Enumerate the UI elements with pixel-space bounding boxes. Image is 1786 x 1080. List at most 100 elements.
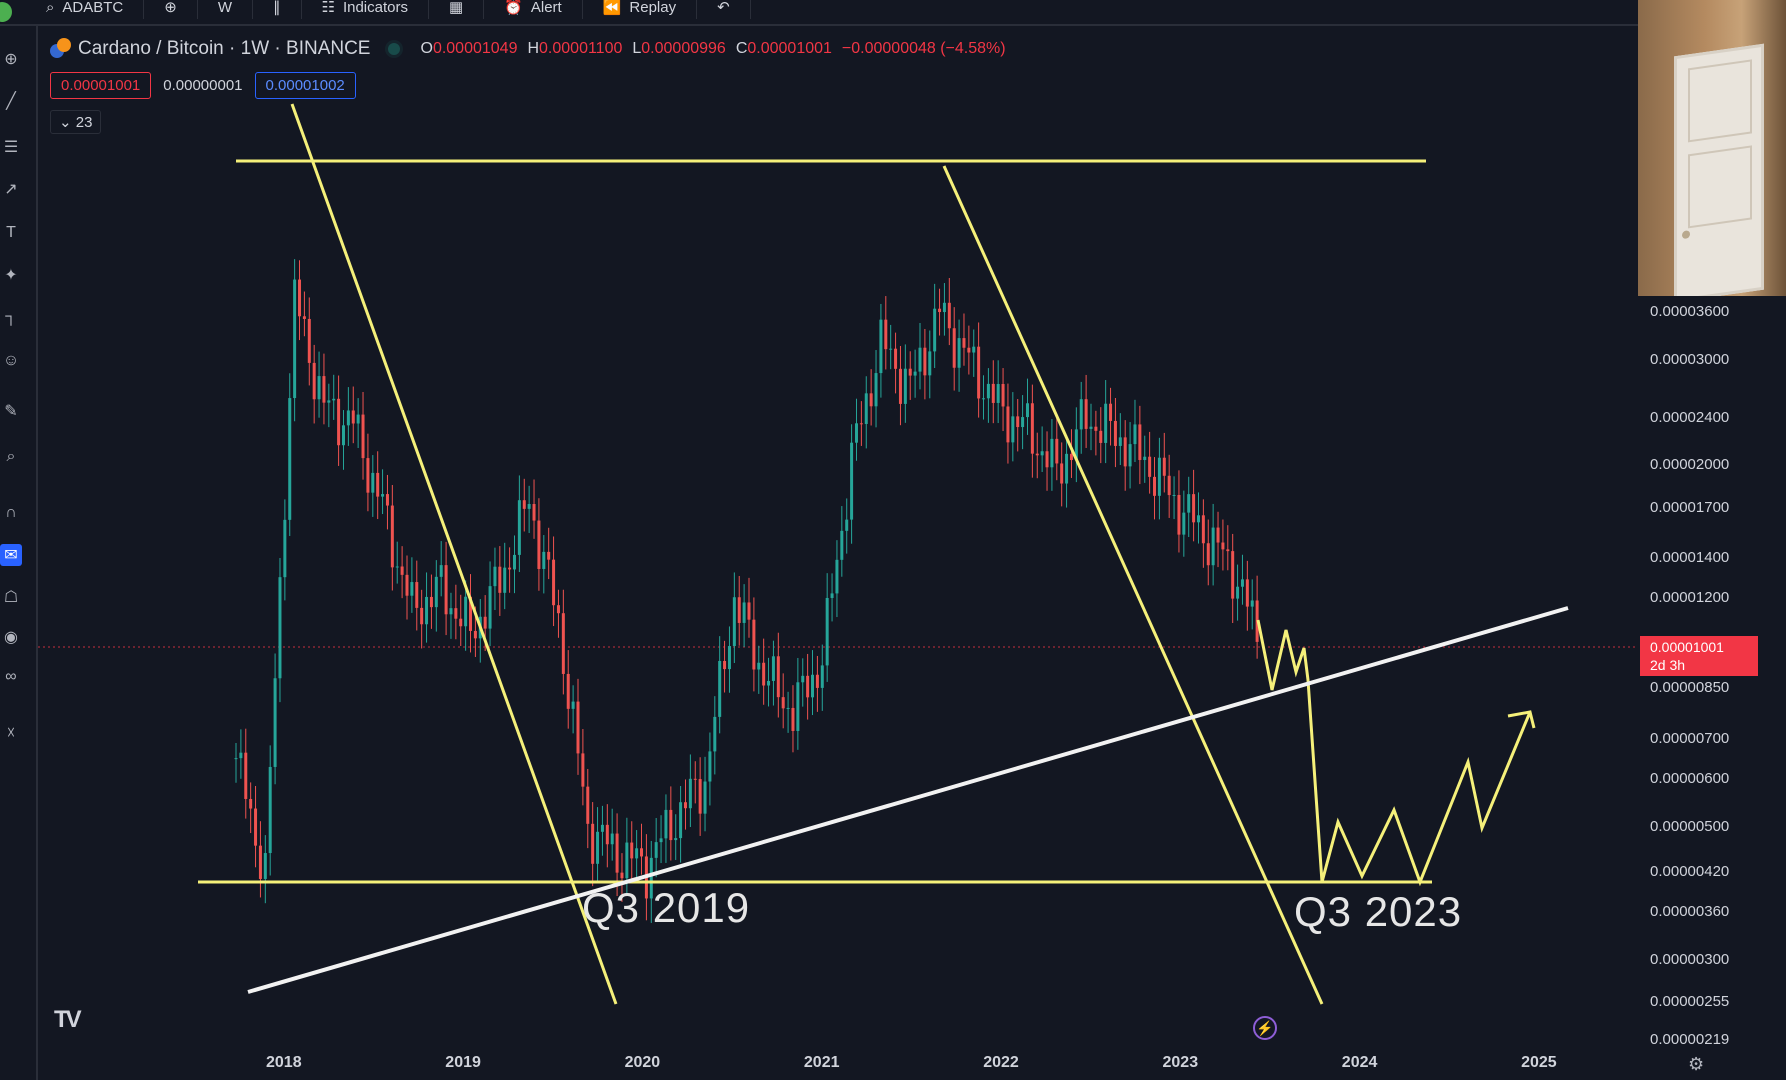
candle-body [1040, 451, 1044, 456]
search-icon: ⌕ [46, 0, 55, 16]
measure-icon[interactable]: ┐ [5, 308, 17, 325]
candle-body [1099, 430, 1103, 443]
candle-body [1236, 586, 1240, 599]
chart-title[interactable]: Cardano / Bitcoin · 1W · BINANCE [78, 38, 371, 59]
bolt-icon[interactable]: ⚡ [1253, 1016, 1277, 1040]
indicators-collapse-button[interactable]: ⌄ 23 [50, 110, 102, 134]
layouts-button[interactable]: ▦ [429, 0, 485, 19]
symbol-search-button[interactable]: ⌕ ADABTC [26, 0, 145, 19]
candle-body [288, 398, 292, 520]
candle-body [767, 680, 771, 686]
sell-button[interactable]: 0.00001001 [50, 72, 152, 99]
price-axis-label: 0.00000360 [1650, 903, 1730, 921]
candle-body [1104, 403, 1108, 443]
candle-body [1153, 476, 1157, 496]
price-axis[interactable] [1640, 296, 1786, 1080]
candle-body [894, 348, 898, 369]
avatar[interactable] [0, 2, 12, 22]
candle-body [341, 425, 345, 446]
candle-body [1138, 424, 1142, 461]
alert-button[interactable]: ⏰ Alert [484, 0, 583, 19]
current-price-tag: 0.00001001 2d 3h [1640, 636, 1758, 676]
candle-body [938, 308, 942, 313]
fib-icon[interactable]: ☰ [3, 139, 19, 156]
candle-body [982, 398, 986, 400]
candle-body [1001, 384, 1005, 407]
emoji-icon[interactable]: ☺ [2, 352, 20, 369]
projected-path [1256, 619, 1532, 887]
indicators-button[interactable]: ☷ Indicators [302, 0, 429, 19]
candle-body [239, 752, 243, 759]
candle-body [884, 319, 888, 350]
candle-body [791, 707, 795, 731]
candle-body [361, 414, 365, 459]
drawing-toolbar: ⊕ ╱ ☰ ↗ T ✦ ┐ ☺ ✎ ⌕ ∩ ✉ ☖ ◉ ∞ ☓ [0, 26, 38, 1080]
right-panel-edge [1764, 296, 1786, 1080]
interval-label: W [217, 0, 232, 16]
candle-body [439, 565, 443, 577]
candle-body [332, 398, 336, 401]
text-icon[interactable]: T [6, 224, 16, 241]
q3-2019-annotation: Q3 2019 [582, 884, 751, 931]
candle-body [991, 383, 995, 403]
candle-body [1065, 453, 1069, 484]
candle-body [1216, 527, 1220, 543]
candle-body [825, 597, 829, 666]
lock-drawings-icon[interactable]: ✉ [0, 544, 22, 566]
candle-body [586, 786, 590, 824]
chart-type-button[interactable]: ∥ [253, 0, 302, 19]
candle-body [1177, 494, 1181, 535]
candle-body [737, 597, 741, 623]
price-axis-label: 0.00002000 [1650, 456, 1730, 474]
cursor-icon[interactable]: ⊕ [4, 51, 18, 68]
candle-body [317, 376, 321, 400]
candle-body [669, 809, 673, 841]
candle-body [532, 504, 536, 521]
price-axis-label: 0.00000255 [1650, 993, 1730, 1010]
undo-button[interactable]: ↶ [697, 0, 751, 19]
candle-body [268, 766, 272, 854]
candle-body [576, 701, 580, 754]
candle-body [244, 752, 248, 799]
price-axis-label: 0.00000300 [1650, 950, 1730, 968]
candle-body [1196, 515, 1200, 523]
indicator-count: 23 [75, 114, 93, 131]
pattern-icon[interactable]: ✦ [4, 267, 18, 284]
price-chart[interactable] [38, 26, 1638, 1046]
ruler-icon[interactable]: ✎ [4, 403, 18, 420]
zoom-icon[interactable]: ⌕ [6, 448, 16, 465]
trash-icon[interactable]: ☓ [6, 725, 16, 742]
time-axis-label: 2021 [803, 1054, 840, 1071]
magnet-icon[interactable]: ∩ [5, 504, 17, 521]
compare-button[interactable]: ⊕ [144, 0, 198, 19]
price-axis-label: 0.00000420 [1650, 862, 1730, 880]
candle-body [957, 338, 961, 368]
lock-icon[interactable]: ☖ [3, 589, 19, 606]
candle-body [620, 872, 624, 879]
candle-body [1221, 542, 1225, 550]
candle-body [801, 675, 805, 683]
open-value: 0.00001049 [432, 40, 518, 57]
candle-body [845, 519, 849, 531]
candle-body [249, 798, 253, 809]
candle-body [713, 716, 717, 752]
link-icon[interactable]: ∞ [5, 668, 17, 685]
candle-body [278, 577, 282, 679]
candle-body [674, 838, 678, 841]
replay-button[interactable]: ⏪ Replay [583, 0, 698, 19]
candle-body [977, 346, 981, 399]
candles-icon: ∥ [273, 0, 281, 16]
chevron-down-icon: ⌄ [59, 114, 72, 131]
brush-icon[interactable]: ↗ [4, 181, 18, 198]
eye-icon[interactable]: ◉ [4, 629, 18, 646]
candle-body [640, 848, 644, 857]
price-axis-label: 0.00000500 [1650, 817, 1730, 835]
interval-button[interactable]: W [198, 0, 253, 19]
candle-body [366, 458, 370, 493]
candle-body [322, 376, 326, 403]
buy-button[interactable]: 0.00001002 [254, 72, 356, 99]
trend-line-icon[interactable]: ╱ [6, 93, 16, 110]
gear-icon[interactable]: ⚙ [1688, 1054, 1705, 1074]
price-axis-label: 0.00000700 [1650, 729, 1730, 747]
candle-body [1109, 403, 1113, 421]
